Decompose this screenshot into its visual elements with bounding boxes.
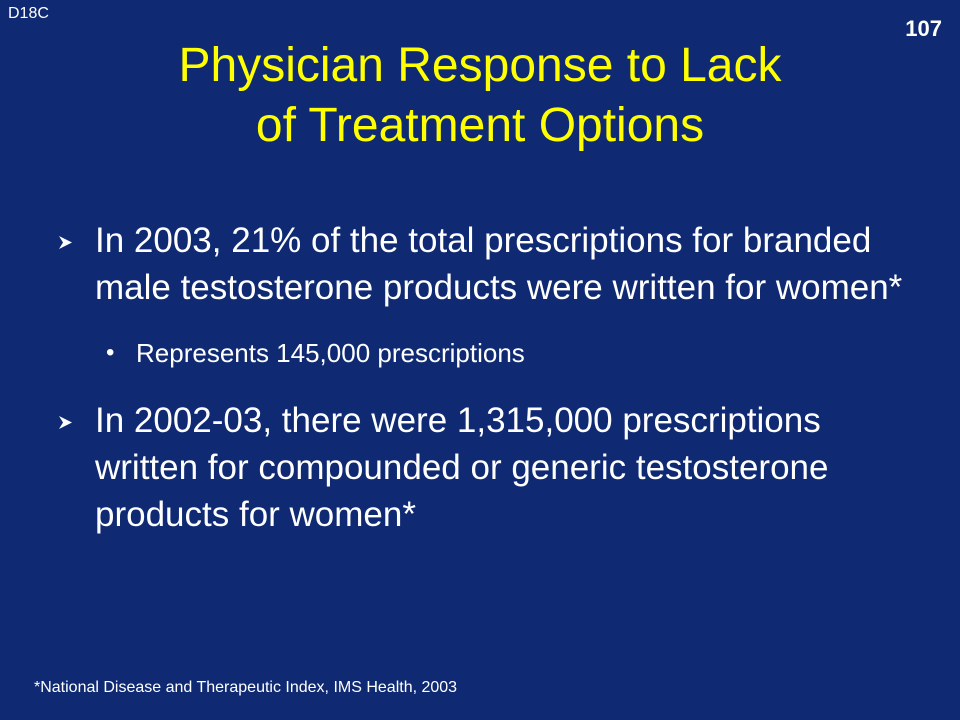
slide-title: Physician Response to Lack of Treatment … xyxy=(40,36,920,156)
bullet-dot: • xyxy=(106,339,115,366)
slide-title-line-2: of Treatment Options xyxy=(255,99,705,152)
page-number: 107 xyxy=(905,16,942,41)
bullet-text: In 2002-03, there were 1,315,000 prescri… xyxy=(95,401,829,534)
bullet-list: In 2003, 21% of the total prescriptions … xyxy=(58,217,918,538)
slide-title-line-1: Physician Response to Lack xyxy=(178,39,782,92)
arrowhead-icon xyxy=(59,416,72,429)
sub-bullet-text: Represents 145,000 prescriptions xyxy=(136,338,525,368)
sub-bullet-item: • Represents 145,000 prescriptions xyxy=(106,337,918,369)
slide-code: D18C xyxy=(8,5,49,22)
bullet-item-prescriptions-2002-03: In 2002-03, there were 1,315,000 prescri… xyxy=(58,397,918,538)
footnote: *National Disease and Therapeutic Index,… xyxy=(34,679,458,696)
bullet-item-prescriptions-2003: In 2003, 21% of the total prescriptions … xyxy=(58,217,918,311)
bullet-text: In 2003, 21% of the total prescriptions … xyxy=(95,221,903,307)
arrowhead-icon xyxy=(59,236,72,249)
